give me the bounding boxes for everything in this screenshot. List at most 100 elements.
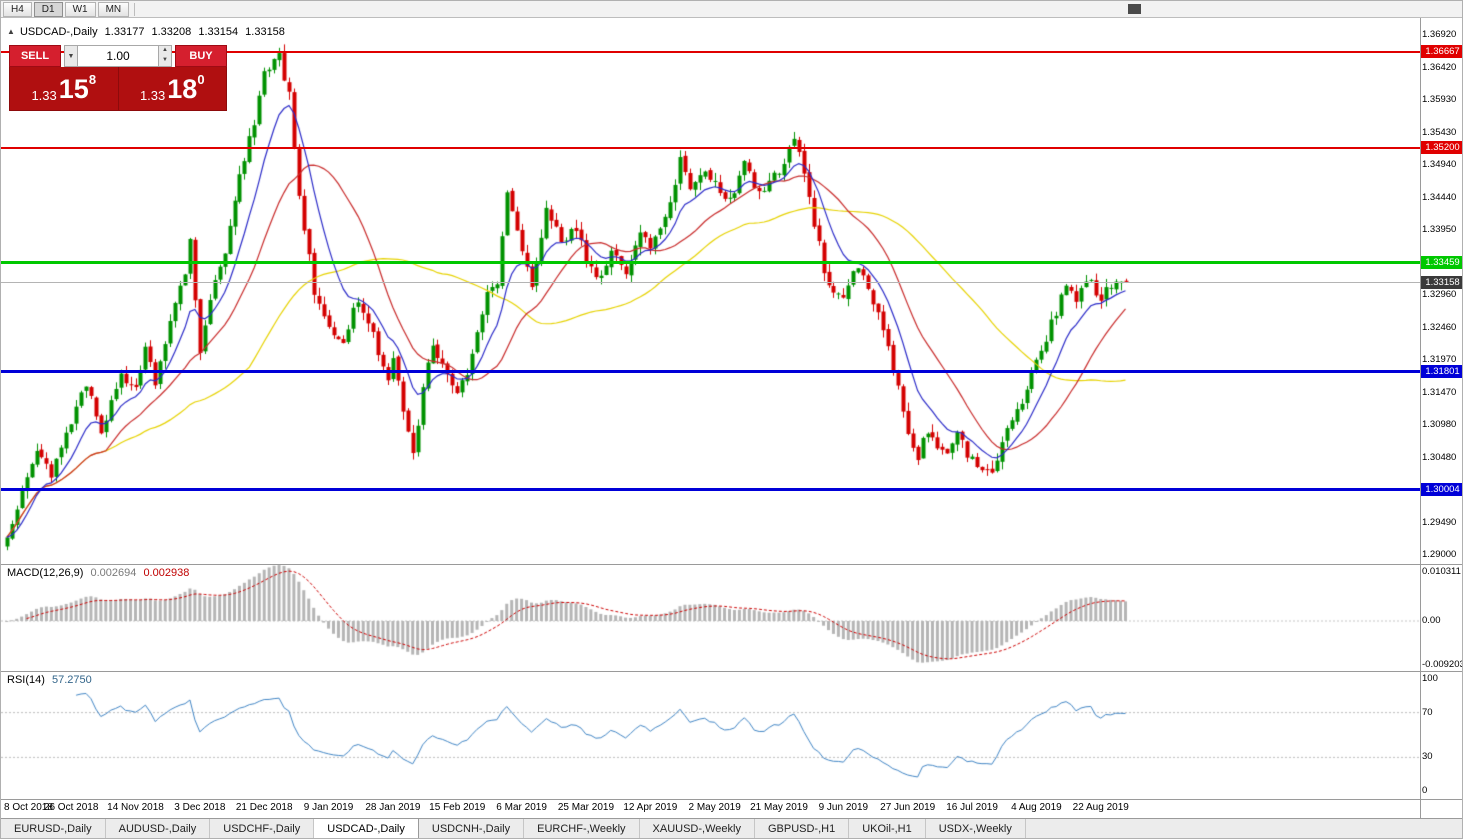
toolbar-separator: [134, 2, 136, 16]
timeframe-button-d1[interactable]: D1: [33, 1, 63, 17]
price-axis-tick: 1.31970: [1422, 354, 1457, 366]
sell-price-sup: 8: [88, 72, 97, 87]
timeframe-button-h4[interactable]: H4: [3, 1, 32, 17]
macd-signal-value: 0.002938: [143, 567, 190, 579]
trade-panel-prices: 1.33 15 8 1.33 18 0: [9, 67, 227, 111]
date-axis-label: 9 Jun 2019: [818, 802, 869, 813]
date-axis-label: 21 Dec 2018: [235, 802, 293, 813]
timeframe-button-w1[interactable]: W1: [64, 1, 96, 17]
chart-tab[interactable]: UKOil-,H1: [849, 819, 926, 838]
volume-stepper: ▲ ▼: [159, 45, 172, 67]
buy-price-prefix: 1.33: [139, 88, 166, 103]
sell-button[interactable]: SELL: [9, 45, 61, 67]
volume-increase-button[interactable]: ▲: [159, 46, 171, 56]
chart-tab[interactable]: GBPUSD-,H1: [754, 819, 850, 838]
date-axis-label: 6 Mar 2019: [496, 802, 547, 813]
date-axis-label: 16 Jul 2019: [946, 802, 998, 813]
rsi-pane-separator[interactable]: [1, 671, 1462, 672]
macd-axis-label: 0.010311: [1422, 566, 1461, 577]
bid-price-line: [1, 282, 1420, 283]
volume-input[interactable]: [78, 45, 159, 67]
date-axis-label: 21 May 2019: [750, 802, 808, 813]
rsi-axis-label: 100: [1422, 673, 1438, 684]
rsi-axis-label: 0: [1422, 785, 1428, 796]
rsi-name: RSI(14): [7, 674, 45, 686]
chart-tab[interactable]: USDX-,Weekly: [925, 819, 1026, 838]
date-axis-label: 28 Jan 2019: [365, 802, 421, 813]
chart-tab[interactable]: EURCHF-,Weekly: [524, 819, 640, 838]
date-axis-label: 12 Apr 2019: [623, 802, 678, 813]
chart-tab[interactable]: USDCHF-,Daily: [210, 819, 315, 838]
price-axis-tick: 1.36420: [1422, 61, 1457, 73]
price-axis-tick: 1.36920: [1422, 29, 1457, 40]
horizontal-level-line[interactable]: [1, 146, 1420, 149]
date-axis-label: 27 Jun 2019: [880, 802, 936, 813]
chart-tab[interactable]: EURUSD-,Daily: [1, 819, 106, 838]
macd-name: MACD(12,26,9): [7, 567, 84, 579]
date-axis-label: 15 Feb 2019: [429, 802, 486, 813]
price-axis-tick: 1.32460: [1422, 321, 1457, 333]
rsi-value: 57.2750: [51, 674, 92, 686]
buy-price-big: 18: [167, 73, 198, 104]
horizontal-level-line[interactable]: [1, 369, 1420, 373]
sell-price-prefix: 1.33: [31, 88, 57, 103]
timeframe-buttons: H4 D1 W1 MN: [1, 1, 130, 18]
level-price-tag: 1.36667: [1421, 45, 1462, 59]
price-axis-tick: 1.34440: [1422, 191, 1457, 203]
chart-tab[interactable]: USDCNH-,Daily: [418, 819, 525, 838]
timeframe-button-mn[interactable]: MN: [97, 1, 130, 17]
date-axis-label: 8 Oct 2018: [4, 802, 53, 813]
buy-price-button[interactable]: 1.33 18 0: [117, 67, 227, 110]
chart-tabs-bar: EURUSD-,Daily AUDUSD-,Daily USDCHF-,Daily U…: [1, 818, 1462, 838]
ohlc-high: 1.33208: [151, 26, 192, 38]
chart-symbol-period: USDCAD-,Daily: [19, 26, 98, 38]
date-axis-label: 4 Aug 2019: [1011, 802, 1062, 813]
level-price-tag: 1.30004: [1421, 482, 1462, 496]
date-axis-label: 9 Jan 2019: [303, 802, 354, 813]
ohlc-open: 1.33177: [104, 26, 145, 38]
date-axis-label: 22 Aug 2019: [1072, 802, 1129, 813]
level-price-tag: 1.31801: [1421, 364, 1462, 378]
macd-label: MACD(12,26,9) 0.002694 0.002938: [7, 567, 189, 579]
ohlc-close: 1.33158: [245, 26, 285, 38]
price-axis-tick: 1.33950: [1422, 224, 1457, 235]
price-chart-canvas[interactable]: [1, 18, 1420, 564]
rsi-axis-label: 30: [1422, 751, 1433, 763]
sell-price-button[interactable]: 1.33 15 8: [10, 67, 118, 110]
date-axis-label: 2 May 2019: [688, 802, 741, 813]
price-axis-tick: 1.29000: [1422, 549, 1457, 561]
chart-area: ▲ USDCAD-,Daily 1.33177 1.33208 1.33154 …: [1, 18, 1462, 818]
rsi-indicator-canvas[interactable]: [1, 671, 1420, 799]
level-price-tag: 1.35200: [1421, 141, 1462, 155]
horizontal-level-line[interactable]: [1, 260, 1420, 264]
date-axis-label: 25 Mar 2019: [557, 802, 615, 813]
date-axis-label: 3 Dec 2018: [174, 802, 226, 813]
volume-dropdown-button[interactable]: ▼: [64, 45, 78, 67]
chart-shift-marker[interactable]: [1128, 4, 1141, 14]
macd-pane-separator[interactable]: [1, 564, 1462, 565]
trade-panel-controls: SELL ▼ ▲ ▼ BUY: [9, 45, 227, 67]
macd-main-value: 0.002694: [90, 567, 137, 579]
date-axis-label: 14 Nov 2018: [107, 802, 164, 813]
level-price-tag: 1.33459: [1421, 255, 1462, 269]
rsi-label: RSI(14) 57.2750: [7, 674, 92, 686]
date-axis-label: 26 Oct 2018: [43, 802, 99, 813]
price-axis-border: [1420, 18, 1421, 818]
chart-tab[interactable]: XAUUSD-,Weekly: [639, 819, 755, 838]
timeframe-toolbar: H4 D1 W1 MN: [1, 1, 1462, 18]
volume-decrease-button[interactable]: ▼: [159, 56, 171, 66]
price-axis-tick: 1.32960: [1422, 289, 1457, 300]
macd-indicator-canvas[interactable]: [1, 564, 1420, 671]
buy-button[interactable]: BUY: [175, 45, 227, 67]
chart-tab[interactable]: USDCAD-,Daily: [314, 819, 419, 838]
one-click-collapse-icon[interactable]: ▲: [7, 27, 15, 36]
macd-axis-label: 0.00: [1422, 615, 1441, 626]
price-axis-tick: 1.30980: [1422, 419, 1457, 431]
horizontal-level-line[interactable]: [1, 487, 1420, 491]
chart-title: ▲ USDCAD-,Daily 1.33177 1.33208 1.33154 …: [7, 26, 285, 38]
price-axis-tick: 1.35930: [1422, 94, 1457, 105]
ohlc-low: 1.33154: [198, 26, 239, 38]
horizontal-level-line[interactable]: [1, 50, 1420, 53]
chart-tab[interactable]: AUDUSD-,Daily: [105, 819, 211, 838]
